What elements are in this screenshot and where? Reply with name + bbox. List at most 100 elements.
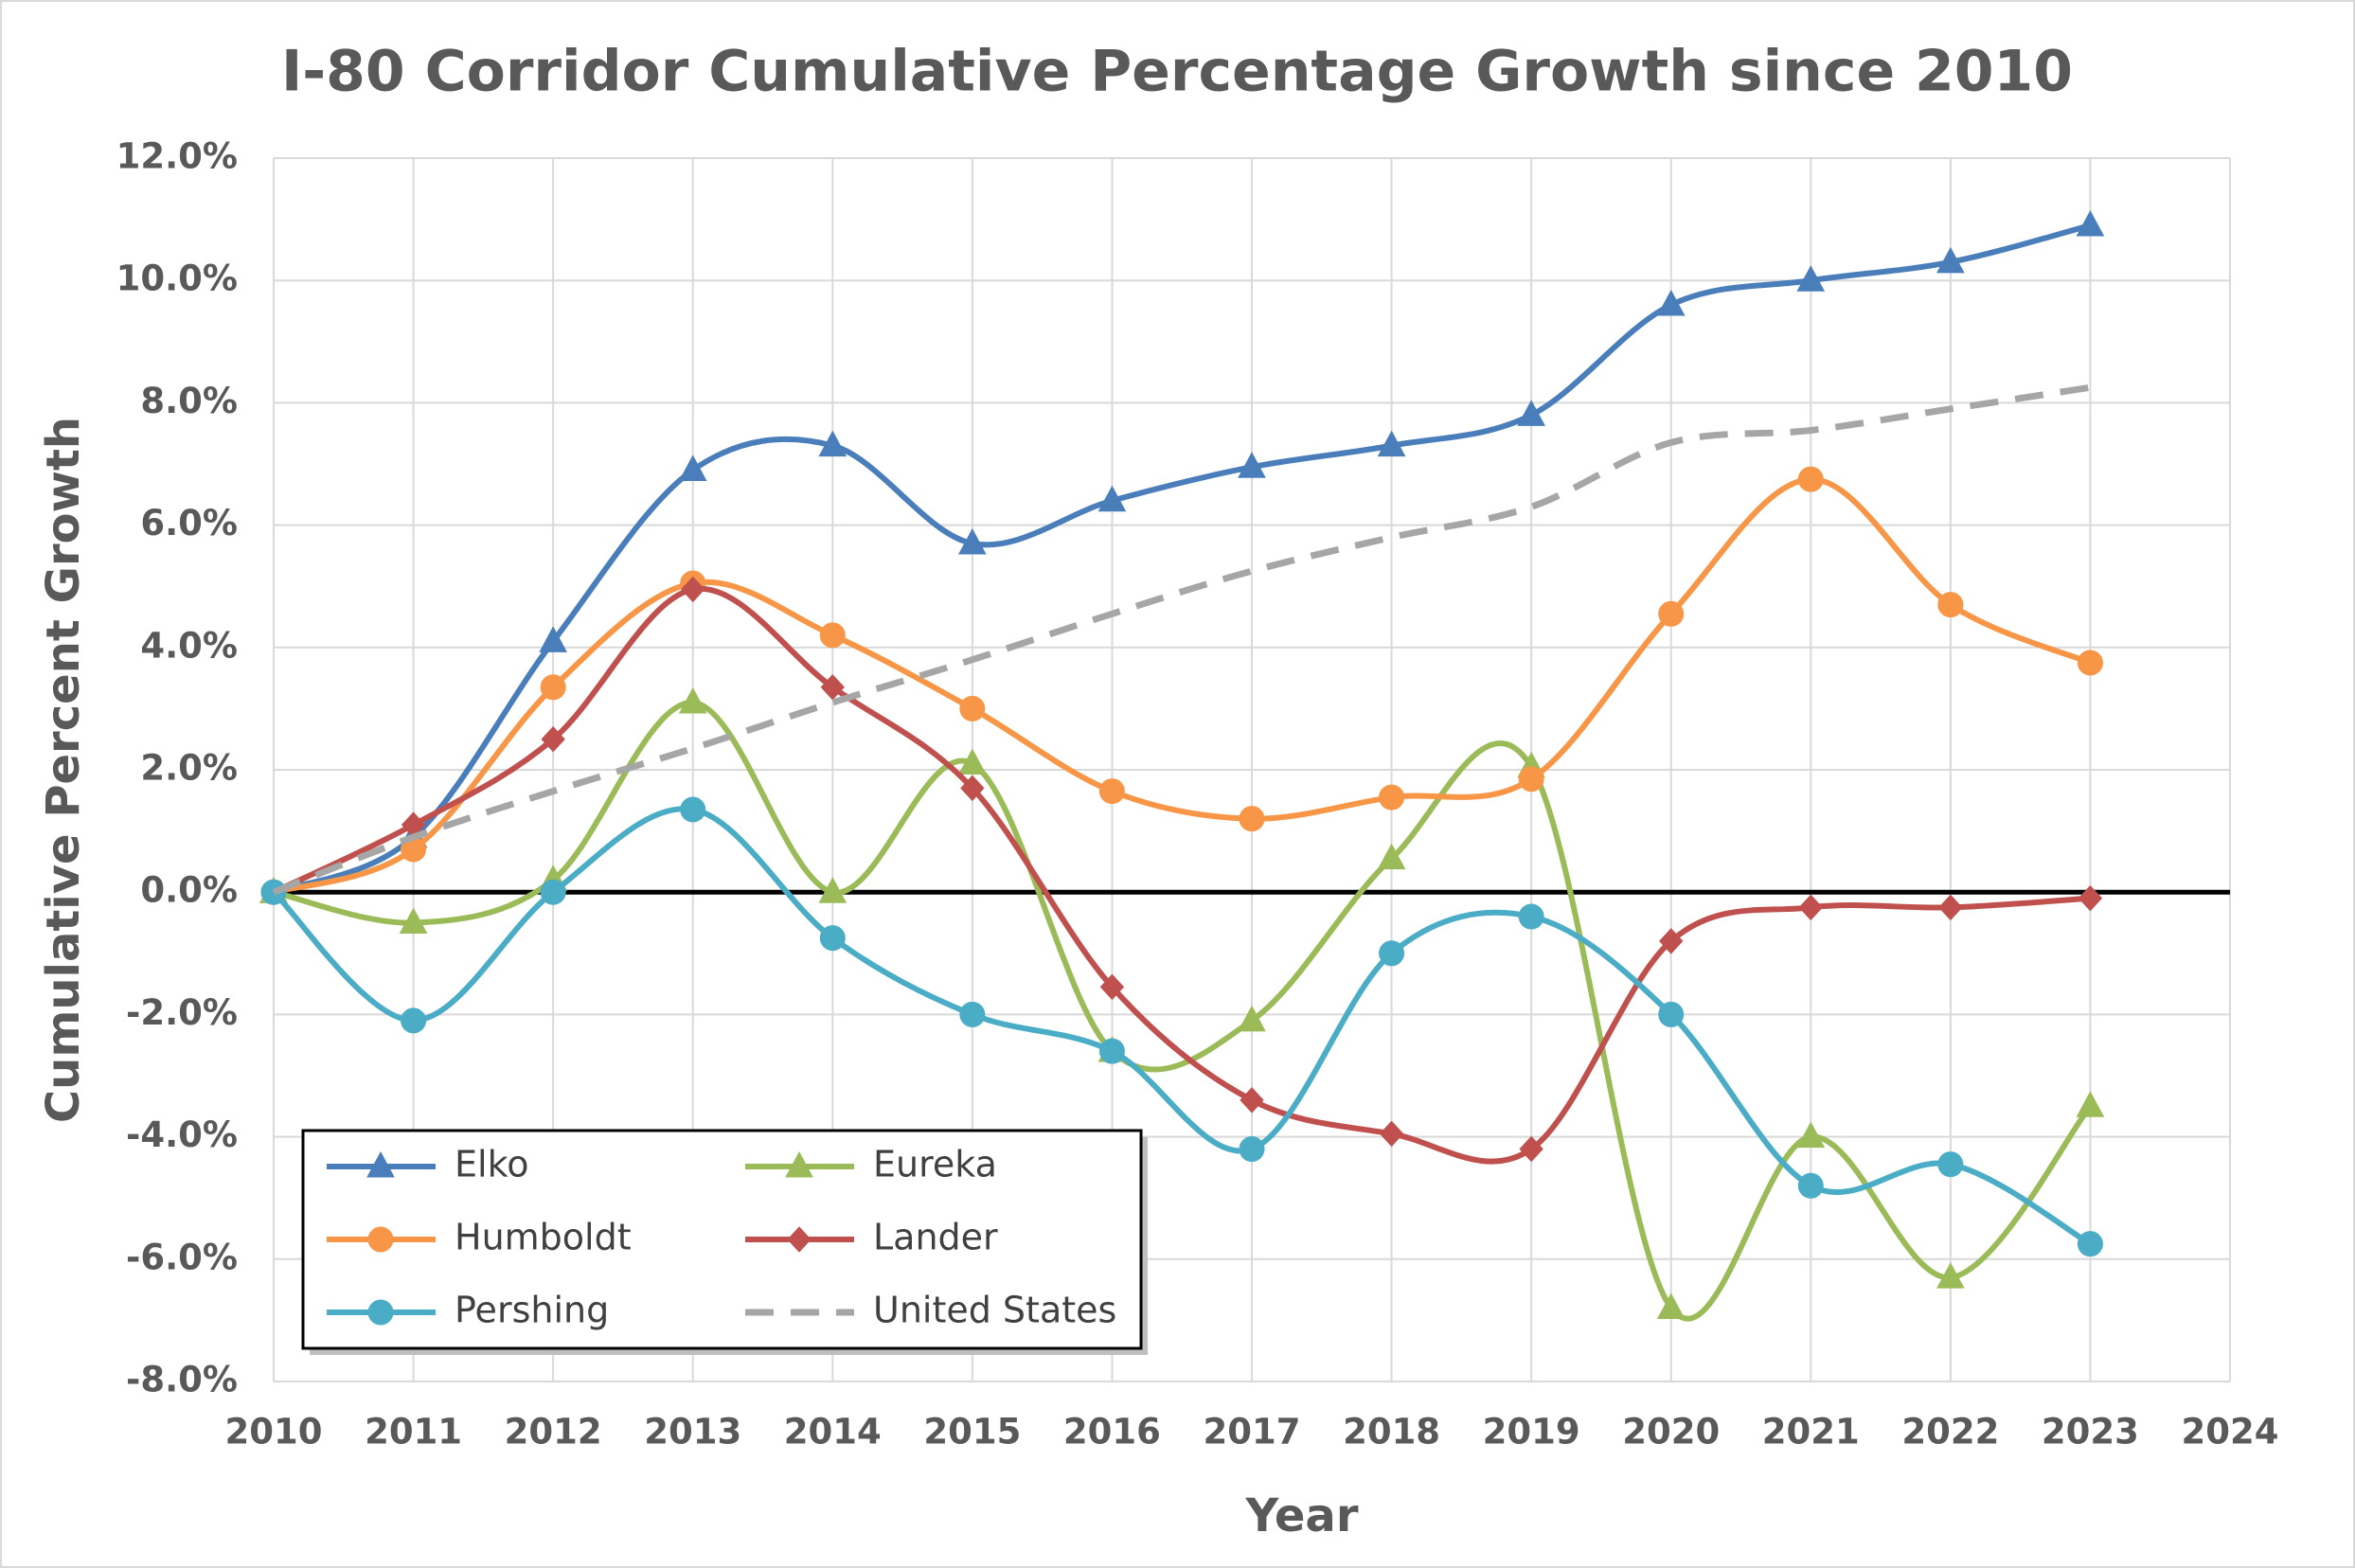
legend-label: Pershing xyxy=(455,1290,609,1331)
marker xyxy=(1519,1135,1543,1163)
marker xyxy=(541,725,565,753)
legend: Elko Eureka Humboldt Lander Pershing United S… xyxy=(301,1129,1148,1355)
y-tick-label: -4.0% xyxy=(126,1114,238,1155)
x-axis-title: Year xyxy=(1245,1489,1359,1542)
x-tick-label: 2013 xyxy=(644,1412,741,1452)
legend-label: Elko xyxy=(455,1144,528,1185)
marker xyxy=(2078,884,2103,912)
marker xyxy=(2076,1091,2105,1117)
y-tick-label: 0.0% xyxy=(140,870,238,911)
x-tick-label: 2017 xyxy=(1204,1412,1301,1452)
legend-marker xyxy=(366,1150,395,1178)
marker xyxy=(1658,600,1685,627)
marker xyxy=(681,576,705,603)
marker xyxy=(1518,903,1544,930)
series-line xyxy=(272,383,2091,896)
legend-label: Lander xyxy=(873,1217,998,1258)
y-tick-label: -6.0% xyxy=(126,1237,238,1277)
marker xyxy=(958,748,987,775)
legend-label: Eureka xyxy=(873,1144,997,1185)
x-tick-label: 2024 xyxy=(2182,1412,2279,1452)
marker xyxy=(1936,1262,1965,1289)
marker xyxy=(1379,784,1405,811)
y-tick-label: 4.0% xyxy=(140,625,238,666)
marker xyxy=(1659,928,1684,954)
legend-marker xyxy=(785,1150,813,1178)
marker xyxy=(680,796,706,823)
marker xyxy=(1796,1121,1826,1149)
marker xyxy=(1239,806,1265,832)
marker xyxy=(1099,973,1125,1001)
x-tick-label: 2016 xyxy=(1063,1412,1161,1452)
x-tick-label: 2012 xyxy=(505,1412,602,1452)
marker xyxy=(1798,894,1823,921)
marker xyxy=(959,1001,986,1027)
marker xyxy=(1379,940,1405,967)
x-tick-label: 2010 xyxy=(225,1412,323,1452)
marker xyxy=(960,775,985,802)
marker xyxy=(1518,766,1544,793)
marker xyxy=(1796,265,1826,292)
marker xyxy=(818,877,847,903)
y-tick-label: 10.0% xyxy=(116,258,238,299)
marker xyxy=(540,674,566,701)
y-tick-label: 8.0% xyxy=(140,381,238,421)
x-tick-label: 2021 xyxy=(1762,1412,1860,1452)
marker xyxy=(540,879,566,905)
marker xyxy=(819,925,846,952)
marker xyxy=(1379,1120,1404,1148)
marker xyxy=(1238,1005,1266,1032)
legend-marker xyxy=(787,1226,812,1253)
marker xyxy=(539,626,567,652)
x-tick-label: 2019 xyxy=(1483,1412,1580,1452)
x-tick-label: 2022 xyxy=(1901,1412,1999,1452)
plot-area xyxy=(259,210,2105,1322)
x-tick-label: 2011 xyxy=(365,1412,462,1452)
x-tick-label: 2014 xyxy=(784,1412,882,1452)
marker xyxy=(2076,210,2105,237)
marker xyxy=(399,907,428,934)
x-tick-label: 2018 xyxy=(1343,1412,1440,1452)
marker xyxy=(1937,592,1964,618)
marker xyxy=(1377,843,1406,870)
marker xyxy=(1239,1136,1265,1163)
marker xyxy=(1797,466,1824,492)
marker xyxy=(959,695,986,722)
marker xyxy=(2077,1231,2103,1257)
marker xyxy=(401,1007,427,1034)
grid: 2010 2011 2012 2013 2014 2015 2016 2017 2018 2019… xyxy=(116,136,2279,1452)
y-axis-title: Cumulative Percent Growth xyxy=(37,417,90,1123)
marker xyxy=(819,622,846,649)
marker xyxy=(1098,778,1125,805)
marker xyxy=(958,527,987,555)
x-tick-label: 2023 xyxy=(2042,1412,2139,1452)
marker xyxy=(1937,1151,1964,1178)
y-tick-label: 2.0% xyxy=(140,748,238,789)
y-tick-label: -2.0% xyxy=(126,992,238,1033)
legend-box xyxy=(301,1129,1143,1350)
chart-title: I-80 Corridor Cumulative Percentage Grow… xyxy=(281,39,2073,105)
marker xyxy=(1656,289,1686,316)
marker xyxy=(1240,1087,1264,1114)
marker xyxy=(1098,1038,1125,1064)
marker xyxy=(1936,246,1965,274)
y-tick-label: -8.0% xyxy=(126,1360,238,1400)
legend-label: Humboldt xyxy=(455,1217,632,1258)
marker xyxy=(678,454,707,481)
marker xyxy=(1238,452,1266,478)
marker xyxy=(1938,894,1963,921)
x-tick-label: 2020 xyxy=(1622,1412,1720,1452)
y-tick-label: 6.0% xyxy=(140,503,238,543)
marker xyxy=(1656,1292,1686,1319)
legend-marker xyxy=(367,1299,394,1326)
marker xyxy=(1377,430,1406,457)
legend-label: United States xyxy=(873,1290,1116,1331)
y-tick-label: 12.0% xyxy=(116,136,238,177)
marker xyxy=(1097,485,1127,512)
marker xyxy=(818,430,847,457)
marker xyxy=(678,686,707,714)
marker xyxy=(1797,1172,1824,1199)
marker xyxy=(1517,400,1545,426)
x-tick-label: 2015 xyxy=(923,1412,1021,1452)
